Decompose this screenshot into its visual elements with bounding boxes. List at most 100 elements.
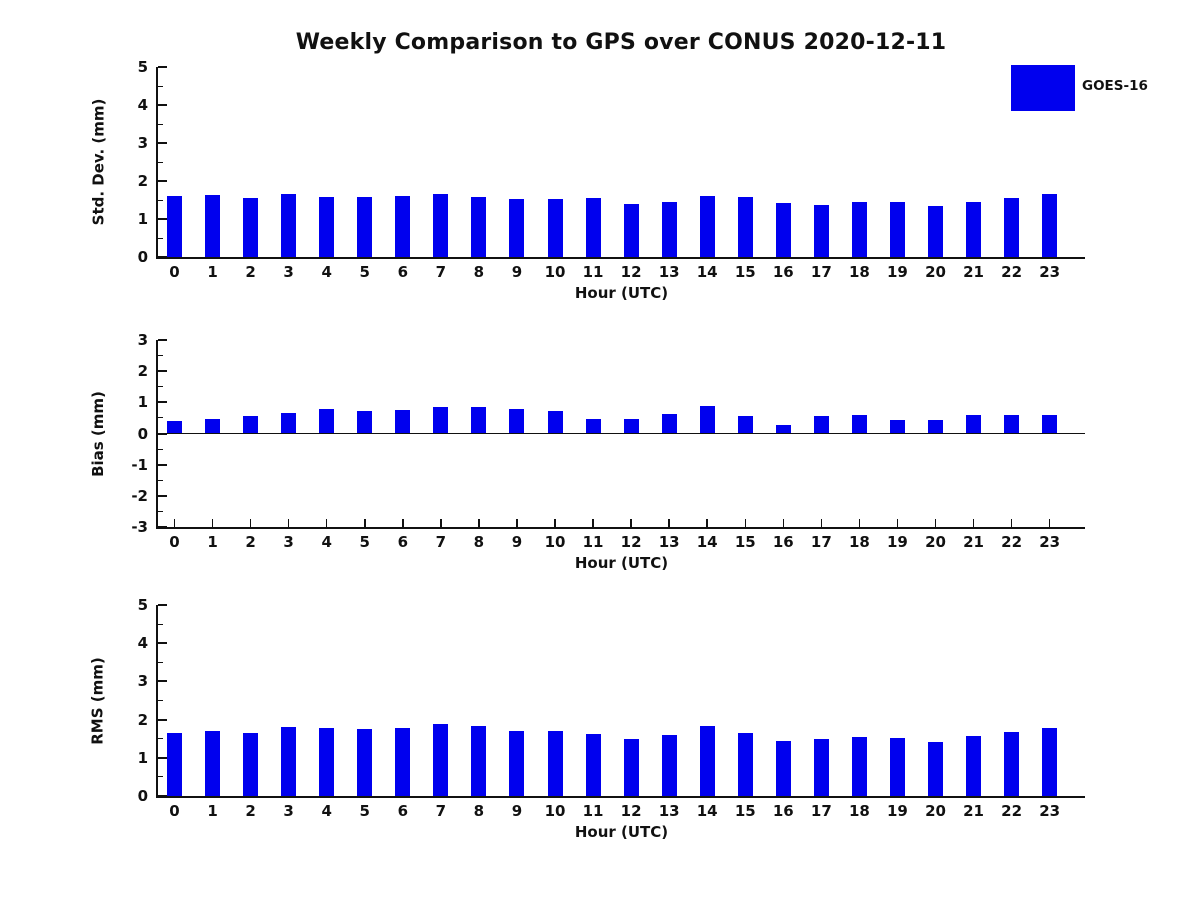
x-tick-label: 1 — [207, 263, 218, 281]
x-tick — [249, 519, 252, 527]
bar-hour-18 — [851, 736, 867, 796]
bar-hour-11 — [585, 419, 601, 434]
y-minor-tick — [158, 386, 163, 388]
panel-rms: 0 1 2 3 4 5 0 1 2 3 4 5 6 7 8 9 10 11 12 13 14 15 16 17 18 19 20 21… — [89, 596, 1085, 841]
y-tick — [158, 795, 167, 797]
x-tick-label: 23 — [1039, 263, 1061, 281]
bar-hour-21 — [966, 415, 982, 434]
y-tick-label: 0 — [137, 424, 148, 443]
x-tick-label: 1 — [207, 802, 218, 820]
x-tick-label: 11 — [582, 533, 604, 551]
bar-hour-23 — [1042, 728, 1058, 796]
bar-hour-17 — [813, 416, 829, 434]
y-minor-tick — [158, 448, 163, 450]
x-tick — [630, 519, 632, 527]
zero-line — [158, 433, 1085, 434]
panel-std-dev: 0 1 2 3 4 5 0 1 2 3 4 5 6 7 8 9 10 11 12 13 14 15 16 17 18 19 20 21… — [89, 58, 1085, 302]
bar-hour-22 — [1004, 732, 1020, 796]
x-tick-label: 9 — [511, 533, 523, 551]
x-tick-label: 12 — [620, 802, 642, 820]
x-tick-label: 0 — [169, 533, 180, 551]
x-tick-label: 22 — [1001, 263, 1023, 281]
bar-hour-19 — [889, 201, 905, 257]
x-tick-label: 10 — [544, 533, 566, 551]
bar-hour-8 — [471, 407, 487, 434]
y-minor-tick — [158, 700, 163, 701]
x-tick — [668, 519, 670, 527]
x-tick-label: 9 — [511, 802, 523, 820]
x-tick-label: 14 — [696, 533, 718, 551]
x-tick-label: 6 — [397, 263, 409, 281]
x-tick-label: 15 — [734, 263, 756, 281]
x-tick-label: 11 — [582, 802, 604, 820]
bar-hour-5 — [357, 729, 373, 796]
bar-hour-9 — [509, 199, 525, 257]
bar-hour-18 — [851, 415, 867, 434]
x-tick-label: 14 — [696, 802, 718, 820]
x-tick-label: 8 — [473, 533, 485, 551]
bar-hour-19 — [889, 420, 905, 434]
bar-hour-1 — [205, 418, 221, 434]
x-tick-label: 8 — [473, 802, 485, 820]
x-tick-label: 3 — [283, 263, 294, 281]
x-tick-label: 20 — [925, 802, 946, 820]
bar-hour-10 — [547, 731, 563, 796]
y-tick-label: 1 — [137, 210, 148, 228]
panel-bias: -3 -2 -1 0 1 2 3 0 1 2 3 4 5 6 7 8 9 10 11 12 13 14 15 16 17 18 19… — [89, 331, 1085, 572]
x-axis-title: Hour (UTC) — [574, 823, 669, 841]
y-minor-tick — [158, 123, 163, 125]
bar-hour-1 — [205, 730, 221, 796]
x-tick-label: 22 — [1001, 802, 1023, 820]
x-tick-label: 3 — [283, 533, 294, 551]
y-tick — [158, 494, 167, 497]
y-minor-tick — [158, 623, 163, 625]
x-tick-label: 5 — [359, 802, 370, 820]
bar-hour-18 — [851, 202, 867, 257]
bar-hour-6 — [395, 728, 411, 796]
bar-hour-5 — [357, 196, 373, 257]
y-tick-label: 0 — [137, 787, 148, 805]
bar-hour-7 — [433, 724, 449, 796]
x-tick-label: 17 — [810, 263, 832, 281]
x-tick-label: 21 — [963, 533, 984, 551]
y-tick-label: 0 — [137, 248, 148, 266]
x-tick-label: 0 — [169, 802, 180, 820]
bar-hour-16 — [775, 740, 791, 796]
bar-hour-14 — [699, 196, 715, 257]
bar-hour-15 — [737, 197, 753, 257]
y-tick — [158, 680, 167, 683]
x-tick-label: 0 — [169, 263, 180, 281]
y-tick-label: 4 — [137, 634, 148, 653]
y-tick — [158, 401, 167, 404]
bar-hour-3 — [281, 412, 297, 434]
x-tick — [364, 519, 366, 527]
bar-hour-16 — [775, 203, 791, 257]
y-minor-tick — [158, 237, 163, 239]
x-tick-label: 11 — [582, 263, 604, 281]
y-tick — [158, 180, 167, 182]
bar-hour-14 — [699, 726, 715, 796]
bar-hour-10 — [547, 410, 563, 434]
x-tick — [440, 519, 442, 527]
x-axis-spine — [156, 256, 1085, 259]
bar-hour-0 — [167, 732, 182, 796]
y-tick — [158, 756, 167, 759]
y-tick-label: 5 — [137, 58, 148, 76]
x-tick-label: 12 — [620, 533, 642, 551]
y-axis-title-text: Std. Dev. (mm) — [89, 98, 108, 226]
y-tick-label: 1 — [137, 748, 148, 767]
y-minor-tick — [158, 510, 163, 512]
x-tick-label: 4 — [321, 802, 332, 820]
x-tick-label: 6 — [397, 533, 409, 551]
x-tick — [1048, 519, 1051, 527]
chart-title: Weekly Comparison to GPS over CONUS 2020… — [295, 30, 947, 55]
y-tick-label: -1 — [131, 455, 148, 474]
y-tick-label: 3 — [137, 672, 148, 691]
x-tick-label: 20 — [925, 533, 946, 551]
x-tick-label: 20 — [925, 263, 946, 281]
x-tick-label: 15 — [734, 533, 756, 551]
bar-hour-17 — [813, 204, 829, 257]
y-tick — [158, 142, 167, 144]
y-tick — [158, 642, 167, 645]
